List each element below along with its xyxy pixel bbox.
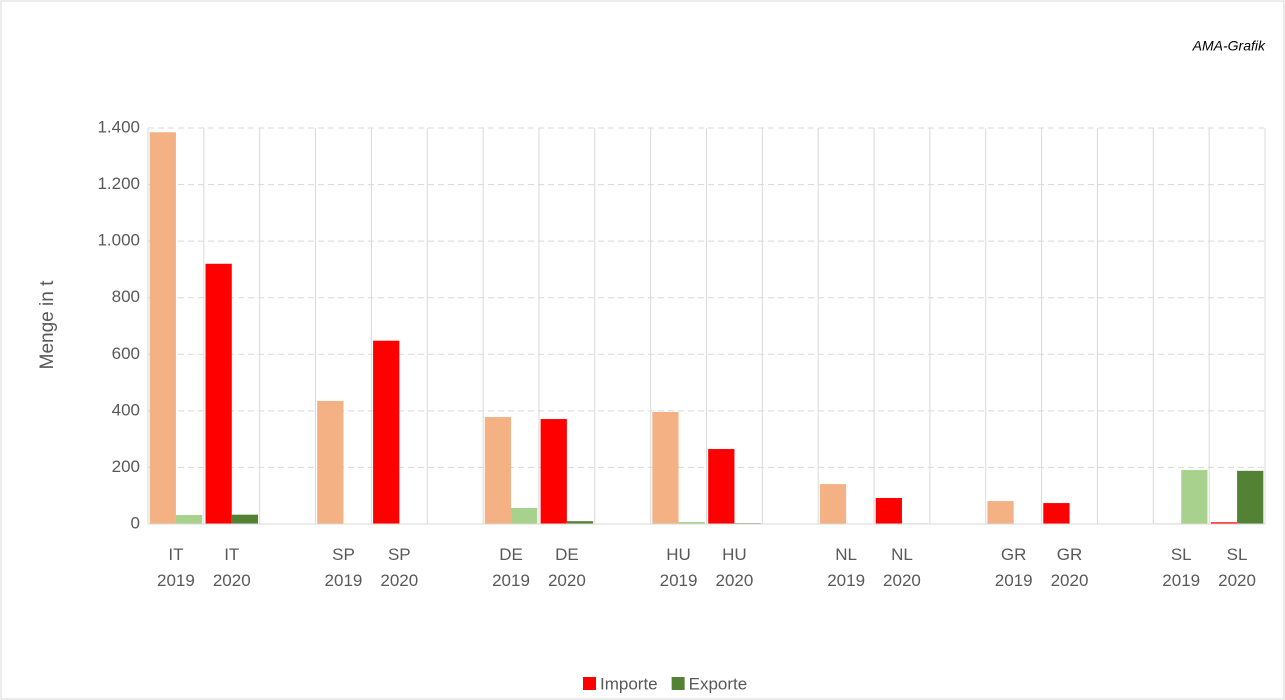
x-tick-label: SP 2020 [380, 545, 419, 590]
legend-swatch [671, 677, 685, 690]
bar [231, 514, 259, 524]
bar [1237, 470, 1264, 524]
y-axis-label: Menge in t [37, 280, 58, 369]
x-tick-label: SP 2019 [324, 545, 363, 590]
x-tick-label: HU 2019 [659, 545, 698, 590]
x-tick-label: IT 2019 [157, 545, 195, 590]
bar [511, 507, 538, 524]
bar [678, 522, 705, 524]
y-tick-label: 1.000 [97, 231, 140, 250]
y-tick-label: 0 [131, 513, 140, 532]
y-tick-label: 1.400 [97, 117, 140, 136]
y-tick-label: 800 [112, 287, 140, 306]
legend-swatch [583, 677, 596, 690]
bar [819, 484, 847, 524]
x-tick-label: HU 2020 [715, 545, 754, 590]
y-tick-label: 200 [112, 457, 140, 476]
bar [149, 132, 176, 524]
bar [1181, 469, 1208, 524]
bar [175, 514, 203, 524]
x-tick-label: NL 2020 [883, 545, 921, 590]
legend-label: Importe [600, 674, 658, 693]
legend-label: Exporte [689, 674, 748, 693]
x-tick-label: GR 2019 [994, 545, 1033, 590]
note: AMA-Grafik [1192, 38, 1266, 54]
x-tick-label: GR 2020 [1050, 545, 1089, 590]
bar [373, 340, 400, 524]
bar [484, 417, 512, 524]
bar [875, 497, 902, 524]
x-tick-label: DE 2019 [492, 545, 530, 590]
x-tick-label: NL 2019 [827, 545, 866, 590]
bar [987, 501, 1014, 524]
y-tick-label: 600 [112, 344, 140, 363]
y-tick-label: 1.200 [97, 174, 140, 193]
bar [540, 419, 567, 524]
bar [652, 411, 679, 524]
bar [566, 521, 594, 524]
bar [1043, 503, 1070, 524]
x-tick-label: SL 2019 [1162, 545, 1201, 590]
bar [317, 400, 344, 524]
bar [708, 449, 735, 524]
bar [205, 263, 232, 524]
x-tick-label: IT 2020 [212, 545, 251, 590]
y-tick-label: 400 [112, 400, 140, 419]
x-tick-label: DE 2020 [547, 545, 586, 590]
x-tick-label: SL 2020 [1218, 545, 1256, 590]
bar [1210, 522, 1238, 524]
